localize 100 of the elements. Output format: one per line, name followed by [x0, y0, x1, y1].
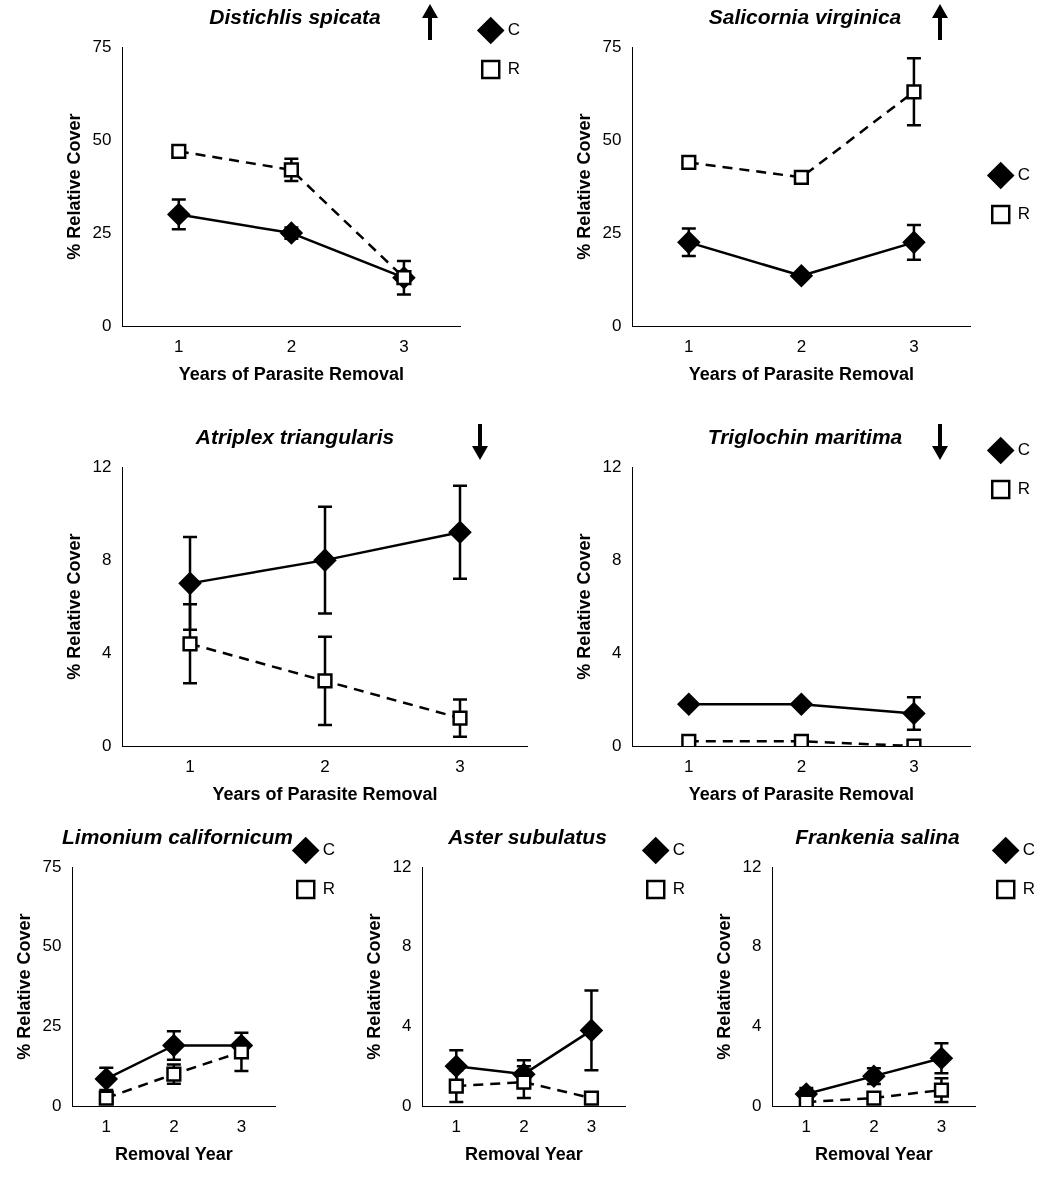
- point: [677, 231, 701, 254]
- y-tick-label: 12: [742, 856, 762, 876]
- legend-label: C: [322, 840, 335, 860]
- point: [448, 1078, 464, 1094]
- point: [580, 1019, 603, 1042]
- legend-label: C: [507, 20, 520, 40]
- point: [313, 548, 337, 572]
- x-tick-label: 1: [174, 336, 184, 356]
- point: [793, 169, 809, 185]
- x-tick-label: 1: [451, 1116, 462, 1136]
- point: [167, 203, 191, 226]
- point: [182, 636, 198, 652]
- x-axis-title: Removal Year: [464, 1144, 583, 1165]
- y-tick-label: 0: [102, 735, 112, 755]
- x-tick-label: 3: [909, 756, 919, 776]
- point: [902, 231, 926, 254]
- y-tick-label: 50: [92, 129, 112, 149]
- y-tick-label: 4: [402, 1016, 412, 1036]
- y-tick-label: 0: [102, 315, 112, 335]
- legend-label: R: [1017, 204, 1030, 224]
- y-tick-label: 12: [92, 456, 112, 476]
- y-tick-label: 12: [602, 456, 622, 476]
- chart-title: Aster subulatus: [447, 825, 607, 849]
- y-axis-title: % Relative Cover: [573, 113, 594, 260]
- x-tick-label: 2: [286, 336, 297, 356]
- y-tick-label: 25: [92, 222, 112, 242]
- y-tick-label: 8: [402, 936, 412, 956]
- y-tick-label: 75: [42, 856, 62, 876]
- point: [280, 221, 303, 245]
- legend-label: R: [1017, 479, 1030, 499]
- y-tick-label: 8: [612, 549, 622, 569]
- legend-label: R: [507, 59, 520, 79]
- x-axis-title: Removal Year: [814, 1144, 933, 1165]
- x-tick-label: 3: [455, 756, 465, 776]
- legend-label: R: [1022, 879, 1035, 899]
- y-tick-label: 8: [752, 936, 762, 956]
- legend-label: R: [672, 879, 685, 899]
- point: [445, 1054, 468, 1078]
- point: [583, 1090, 600, 1106]
- y-axis-title: % Relative Cover: [13, 913, 34, 1060]
- point: [98, 1090, 114, 1106]
- y-tick-label: 50: [42, 936, 62, 956]
- point: [448, 521, 472, 544]
- point: [171, 143, 187, 159]
- x-tick-label: 2: [519, 1116, 529, 1136]
- x-tick-label: 2: [320, 756, 330, 776]
- x-tick-label: 3: [936, 1116, 947, 1136]
- y-axis-title: % Relative Cover: [63, 533, 84, 680]
- y-tick-label: 4: [102, 642, 112, 662]
- x-tick-label: 2: [796, 756, 807, 776]
- x-tick-label: 3: [909, 336, 919, 356]
- chart-title: Salicornia virginica: [708, 5, 902, 29]
- legend-label: C: [1017, 440, 1030, 460]
- y-axis-title: % Relative Cover: [63, 113, 84, 260]
- legend-label: C: [1017, 165, 1030, 185]
- legend-label: C: [1022, 840, 1035, 860]
- y-tick-label: 0: [52, 1095, 62, 1115]
- point: [317, 673, 333, 689]
- x-tick-label: 2: [169, 1116, 179, 1136]
- point: [452, 710, 468, 726]
- x-axis-title: Years of Parasite Removal: [178, 364, 404, 385]
- chart-title: Distichlis spicata: [209, 5, 382, 29]
- x-tick-label: 3: [399, 336, 409, 356]
- x-tick-label: 1: [801, 1116, 812, 1136]
- y-tick-label: 0: [612, 735, 622, 755]
- y-tick-label: 75: [602, 36, 622, 56]
- x-tick-label: 1: [684, 756, 694, 776]
- chart-title: Atriplex triangularis: [194, 425, 395, 449]
- legend-label: C: [672, 840, 685, 860]
- point: [681, 154, 697, 171]
- x-tick-label: 2: [869, 1116, 879, 1136]
- y-tick-label: 25: [602, 222, 622, 242]
- chart-title: Frankenia salina: [795, 825, 961, 849]
- y-axis-title: % Relative Cover: [713, 913, 734, 1060]
- y-tick-label: 0: [402, 1095, 412, 1115]
- x-tick-label: 1: [684, 336, 694, 356]
- y-tick-label: 75: [92, 36, 112, 56]
- point: [906, 84, 922, 100]
- y-tick-label: 0: [612, 315, 622, 335]
- point: [233, 1044, 250, 1060]
- chart-title: Limonium californicum: [61, 825, 294, 849]
- x-tick-label: 1: [101, 1116, 112, 1136]
- point: [162, 1034, 186, 1057]
- y-tick-label: 4: [612, 642, 622, 662]
- y-axis-title: % Relative Cover: [363, 913, 384, 1060]
- y-axis-title: % Relative Cover: [573, 533, 594, 680]
- x-axis-title: Years of Parasite Removal: [688, 784, 914, 805]
- x-axis-title: Years of Parasite Removal: [212, 784, 438, 805]
- legend-label: R: [322, 879, 335, 899]
- x-tick-label: 2: [796, 336, 807, 356]
- x-axis-title: Years of Parasite Removal: [688, 364, 914, 385]
- point: [790, 264, 813, 288]
- y-tick-label: 0: [752, 1095, 762, 1115]
- y-tick-label: 12: [392, 856, 412, 876]
- y-tick-label: 50: [602, 129, 622, 149]
- x-tick-label: 3: [586, 1116, 597, 1136]
- point: [178, 572, 202, 595]
- y-tick-label: 8: [102, 549, 112, 569]
- x-tick-label: 3: [236, 1116, 247, 1136]
- y-tick-label: 25: [42, 1016, 62, 1036]
